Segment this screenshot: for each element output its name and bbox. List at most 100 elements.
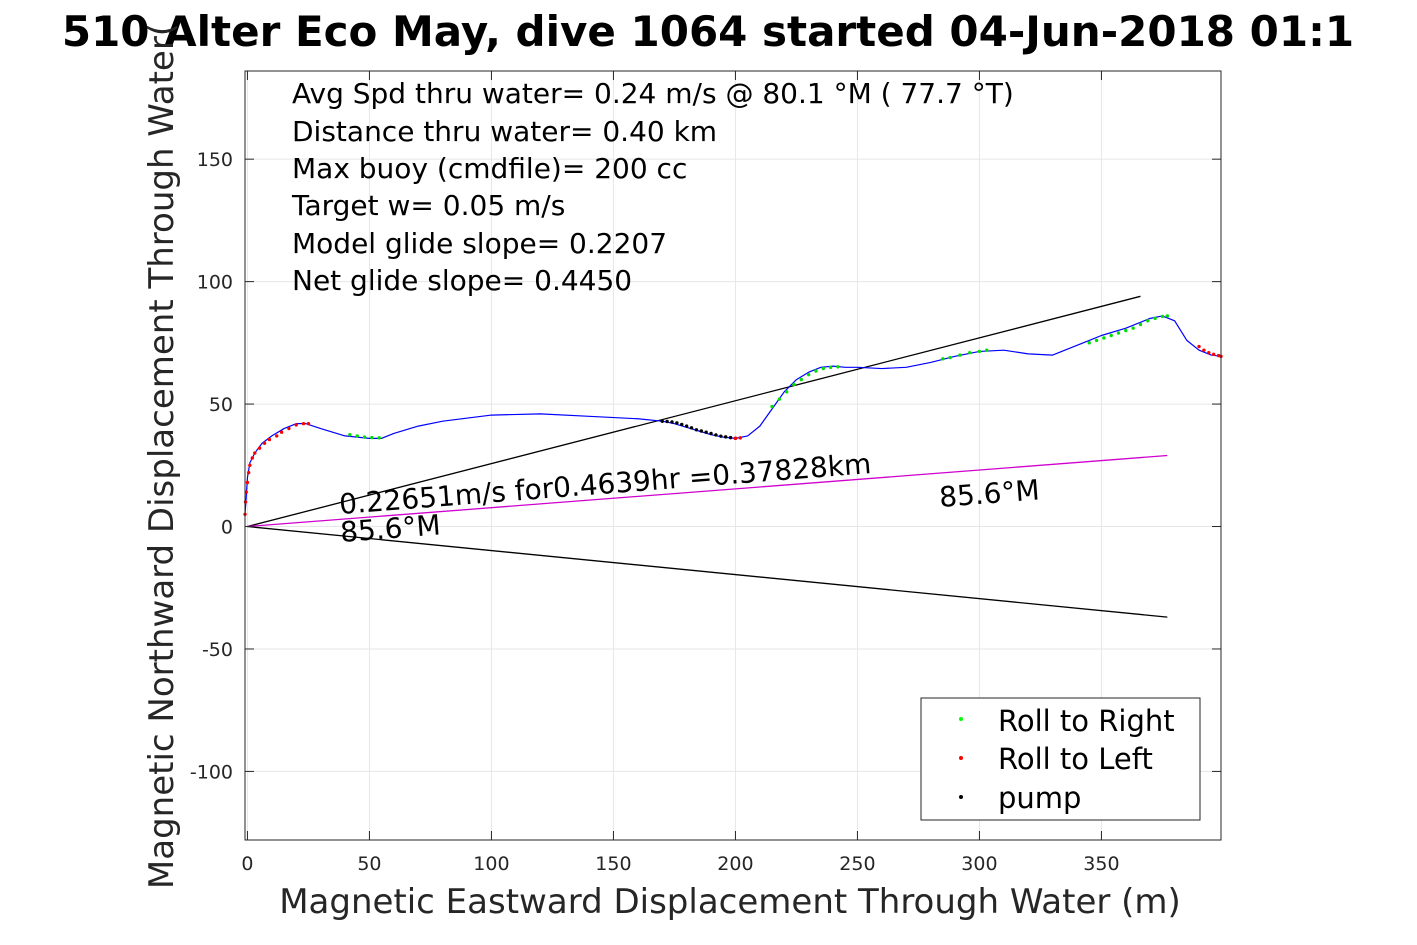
marker-roll-left bbox=[1202, 348, 1206, 352]
direction-line-mean bbox=[247, 454, 1168, 528]
data-layer bbox=[243, 295, 1223, 618]
marker-roll-right bbox=[1153, 316, 1157, 321]
heading-label-right: 85.6°M bbox=[938, 473, 1041, 514]
marker-roll-right bbox=[1116, 331, 1121, 335]
marker-roll-right bbox=[792, 382, 796, 387]
marker-roll-right bbox=[1160, 314, 1165, 319]
info-text-block: Avg Spd thru water= 0.24 m/s @ 80.1 °M (… bbox=[291, 77, 1014, 297]
marker-roll-right bbox=[784, 390, 789, 394]
marker-roll-right bbox=[958, 353, 962, 357]
marker-pump bbox=[680, 422, 684, 427]
x-tick-label: 350 bbox=[1083, 853, 1119, 875]
marker-pump bbox=[684, 424, 689, 428]
chart-title: 510 Alter Eco May, dive 1064 started 04-… bbox=[62, 7, 1354, 56]
info-target-w: Target w= 0.05 m/s bbox=[291, 189, 565, 222]
legend-label-roll-right: Roll to Right bbox=[998, 704, 1175, 738]
marker-pump bbox=[665, 419, 669, 424]
marker-pump bbox=[689, 426, 694, 430]
marker-roll-left bbox=[267, 437, 272, 442]
y-tick-label: -100 bbox=[190, 761, 233, 783]
marker-roll-left bbox=[1211, 352, 1216, 357]
plot-area-frame bbox=[244, 70, 1222, 841]
x-tick-label: 100 bbox=[473, 853, 509, 875]
marker-roll-right bbox=[1094, 338, 1099, 343]
marker-roll-left bbox=[294, 423, 298, 427]
x-axis-label: Magnetic Eastward Displacement Through W… bbox=[279, 882, 1181, 922]
y-tick-label: 150 bbox=[197, 149, 233, 171]
marker-roll-left bbox=[733, 436, 738, 441]
grid-lines bbox=[245, 71, 1221, 840]
y-tick-label: -50 bbox=[202, 639, 233, 661]
marker-pump bbox=[675, 421, 679, 425]
marker-pump bbox=[699, 429, 703, 433]
y-tick-label: 0 bbox=[221, 517, 233, 539]
x-tick-label: 50 bbox=[357, 853, 381, 875]
marker-roll-right bbox=[821, 366, 825, 371]
marker-roll-right bbox=[377, 436, 381, 440]
marker-roll-right bbox=[1138, 322, 1143, 327]
x-tick-label: 150 bbox=[595, 853, 631, 875]
marker-roll-right bbox=[799, 377, 804, 382]
marker-pump bbox=[709, 431, 713, 436]
marker-roll-left bbox=[262, 441, 267, 445]
legend-marker-roll-left bbox=[959, 756, 963, 760]
marker-roll-left bbox=[306, 421, 311, 426]
info-model-glide: Model glide slope= 0.2207 bbox=[292, 227, 667, 260]
marker-roll-left bbox=[287, 426, 291, 431]
marker-roll-left bbox=[738, 436, 743, 440]
y-tick-label: 50 bbox=[209, 394, 233, 416]
marker-roll-left bbox=[275, 434, 279, 438]
marker-roll-right bbox=[370, 435, 374, 440]
marker-roll-left bbox=[253, 451, 257, 455]
x-tick-label: 200 bbox=[717, 853, 753, 875]
marker-roll-right bbox=[1124, 328, 1128, 333]
x-tick-label: 300 bbox=[961, 853, 997, 875]
marker-pump bbox=[723, 435, 728, 439]
marker-pump bbox=[714, 433, 718, 437]
marker-roll-right bbox=[806, 372, 811, 377]
marker-roll-right bbox=[941, 357, 945, 361]
marker-roll-right bbox=[828, 365, 833, 370]
marker-pump bbox=[670, 420, 674, 424]
marker-roll-right bbox=[1087, 341, 1091, 345]
legend-marker-roll-right bbox=[959, 717, 963, 721]
marker-roll-left bbox=[257, 446, 262, 450]
legend-label-pump: pump bbox=[998, 781, 1081, 815]
marker-pump bbox=[719, 434, 723, 438]
marker-roll-left bbox=[246, 470, 251, 475]
marker-pump bbox=[704, 430, 708, 434]
marker-roll-left bbox=[248, 463, 252, 467]
marker-roll-right bbox=[348, 432, 352, 437]
marker-roll-right bbox=[985, 348, 989, 352]
legend-label-roll-left: Roll to Left bbox=[998, 742, 1153, 776]
marker-roll-right bbox=[836, 365, 840, 369]
direction-line-upper bbox=[247, 295, 1141, 528]
marker-roll-left bbox=[279, 430, 284, 434]
info-avg-speed: Avg Spd thru water= 0.24 m/s @ 80.1 °M (… bbox=[292, 77, 1014, 110]
marker-roll-left bbox=[1197, 344, 1201, 349]
info-distance: Distance thru water= 0.40 km bbox=[292, 115, 717, 148]
legend-marker-pump bbox=[959, 795, 963, 799]
axis-ticks: 0 50 100 150 200 250 300 350 -100 -50 0 50 100 150 bbox=[190, 71, 1221, 875]
marker-roll-right bbox=[355, 434, 359, 438]
marker-pump bbox=[694, 428, 699, 432]
marker-roll-left bbox=[301, 421, 306, 426]
y-axis-label: Magnetic Northward Displacement Through … bbox=[142, 23, 182, 889]
legend-box bbox=[920, 697, 1201, 821]
marker-pump bbox=[728, 435, 733, 440]
marker-roll-right bbox=[1102, 336, 1106, 340]
x-tick-label: 0 bbox=[241, 853, 253, 875]
marker-roll-right bbox=[967, 350, 972, 355]
marker-roll-right bbox=[1146, 319, 1150, 323]
marker-roll-right bbox=[770, 404, 774, 409]
legend: Roll to Right Roll to Left pump bbox=[920, 697, 1201, 821]
marker-roll-right bbox=[1109, 333, 1113, 338]
marker-pump bbox=[660, 419, 664, 423]
marker-roll-right bbox=[362, 435, 367, 439]
marker-roll-right bbox=[777, 397, 782, 401]
info-net-glide: Net glide slope= 0.4450 bbox=[292, 264, 632, 297]
marker-roll-right bbox=[814, 369, 818, 373]
marker-roll-left bbox=[245, 480, 250, 485]
marker-roll-right bbox=[948, 355, 952, 360]
